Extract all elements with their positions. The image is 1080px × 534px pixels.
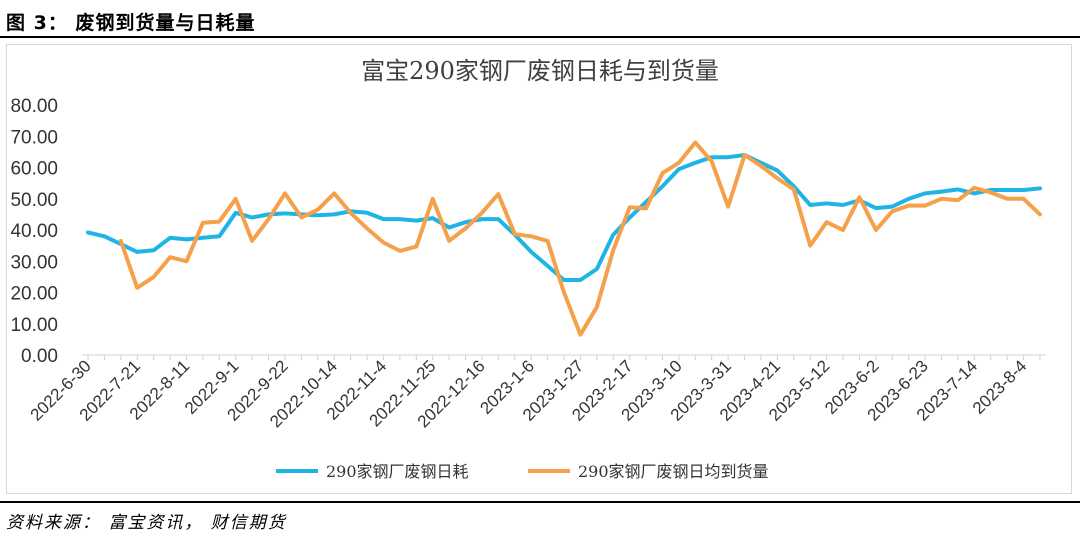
y-tick-label: 10.00 [10, 315, 58, 336]
y-tick-label: 20.00 [10, 284, 58, 305]
legend-label-2: 290家钢厂废钢日均到货量 [578, 462, 769, 481]
y-tick-label: 80.00 [10, 96, 58, 117]
top-rule [0, 36, 1080, 38]
x-tick-label: 2023-8-4 [969, 356, 1031, 418]
bottom-rule [0, 501, 1080, 503]
y-tick-label: 60.00 [10, 159, 58, 180]
chart-title: 富宝290家钢厂废钢日耗与到货量 [361, 57, 719, 85]
y-tick-label: 30.00 [10, 252, 58, 273]
y-axis: 0.00 10.00 20.00 30.00 40.00 50.00 60.00 70.00 8… [10, 96, 58, 367]
y-tick-label: 50.00 [10, 190, 58, 211]
x-axis: 2022-6-302022-7-212022-8-112022-9-12022-… [27, 354, 1046, 431]
series-line-2 [118, 140, 1042, 337]
legend-label-1: 290家钢厂废钢日耗 [326, 462, 469, 481]
y-tick-label: 0.00 [21, 346, 58, 367]
figure-caption: 图 3： 废钢到货量与日耗量 [6, 12, 256, 34]
series-line-1 [86, 153, 1042, 282]
source-note: 资料来源： 富宝资讯， 财信期货 [6, 513, 287, 533]
y-tick-label: 40.00 [10, 221, 58, 242]
series-layer [86, 140, 1042, 337]
legend: 290家钢厂废钢日耗 290家钢厂废钢日均到货量 [276, 462, 769, 481]
y-tick-label: 70.00 [10, 127, 58, 148]
chart-frame [6, 44, 1072, 494]
